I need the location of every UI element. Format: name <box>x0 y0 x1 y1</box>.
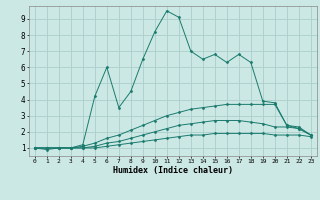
X-axis label: Humidex (Indice chaleur): Humidex (Indice chaleur) <box>113 166 233 175</box>
